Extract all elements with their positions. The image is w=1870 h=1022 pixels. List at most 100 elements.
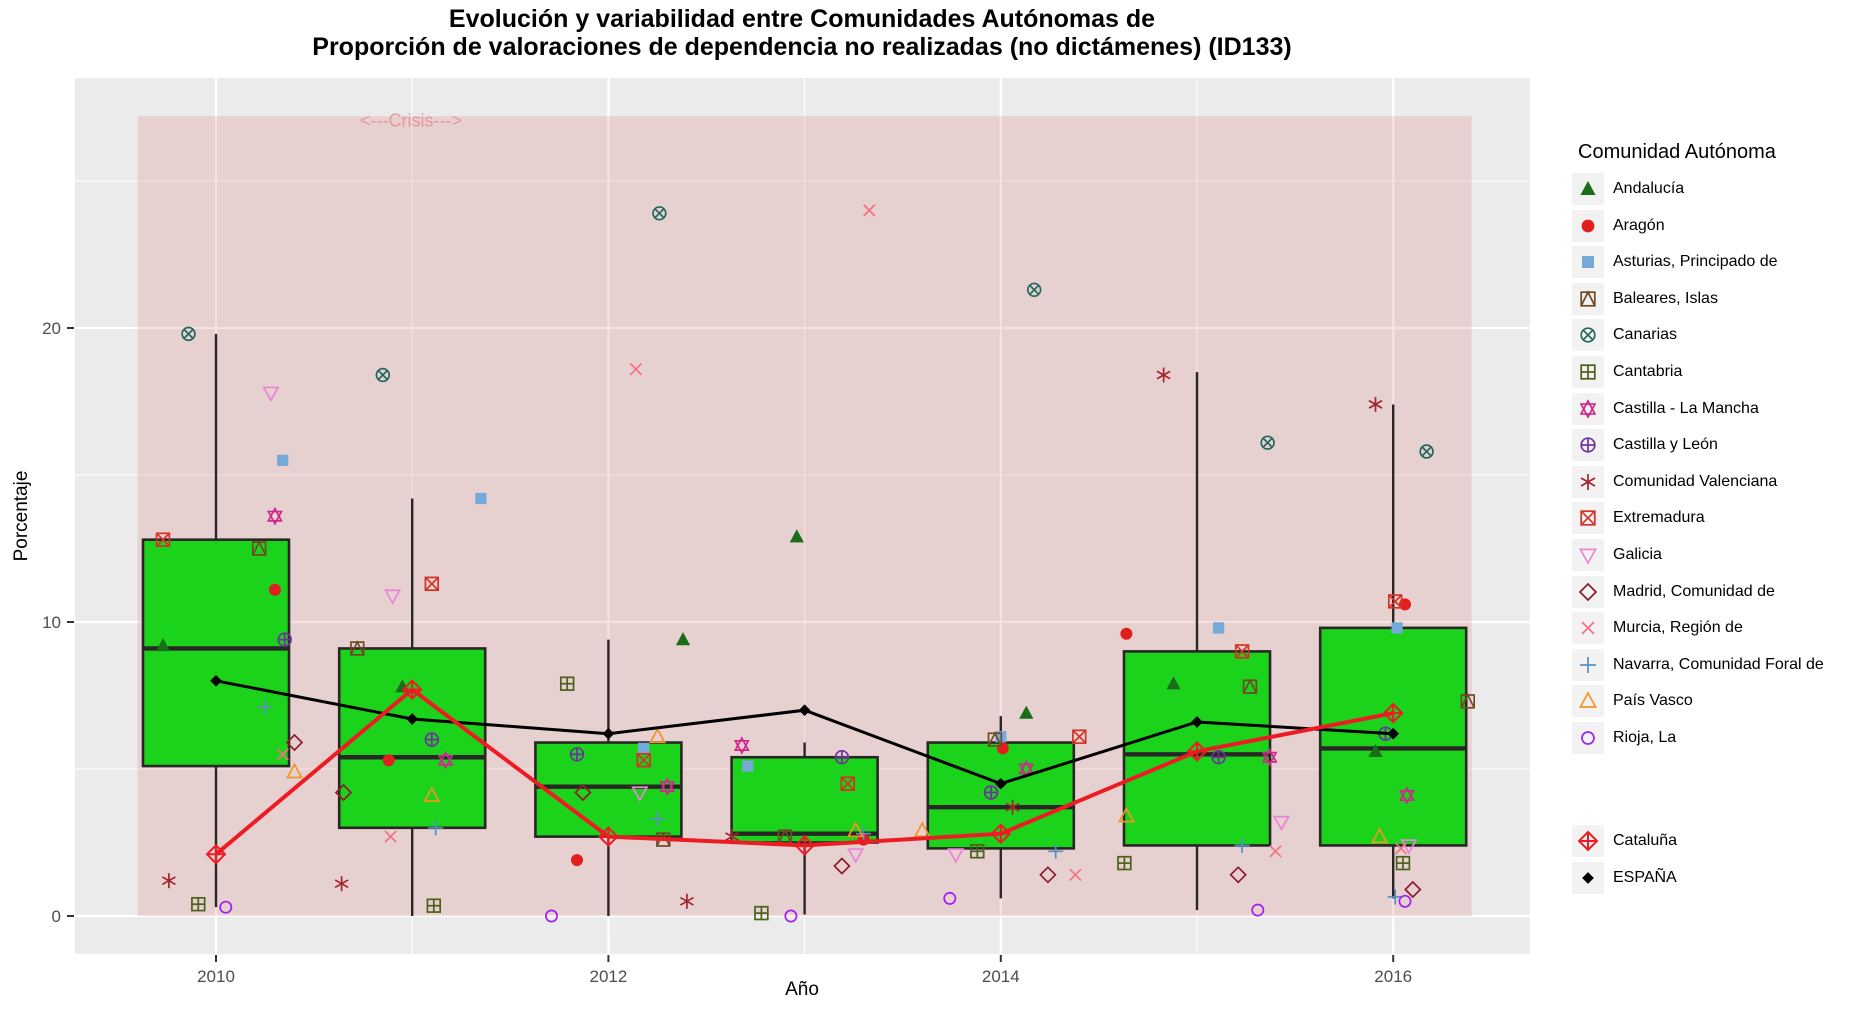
point-navarra — [856, 826, 871, 842]
legend-label-cantabria: Cantabria — [1613, 362, 1683, 380]
point-extremadura — [1234, 644, 1250, 659]
point-pais_vasco — [913, 821, 931, 838]
legend-key-aragon — [1572, 209, 1604, 242]
legend-item-madrid: Madrid, Comunidad de — [1572, 575, 1824, 608]
point-extremadura — [636, 752, 651, 768]
circle-filled-icon — [1581, 219, 1595, 232]
legend-communities: Andalucía Aragón Asturias, Principado de Ba… — [1572, 173, 1824, 759]
point-murcia — [384, 830, 397, 843]
legend-item-andalucia: Andalucía — [1572, 173, 1824, 205]
point-galicia — [262, 386, 280, 402]
legend-key-extremadura — [1572, 502, 1604, 535]
legend-label-castilla_leon: Castilla y León — [1613, 436, 1718, 454]
scatter-valenciana — [161, 367, 1383, 909]
point-canarias — [652, 206, 667, 221]
legend-label-asturias: Asturias, Principado de — [1613, 253, 1778, 271]
legend-item-murcia: Murcia, Región de — [1572, 612, 1824, 645]
scatter-extremadura — [155, 532, 1403, 791]
legend-item-baleares: Baleares, Islas — [1572, 282, 1824, 315]
legend-key-galicia — [1572, 538, 1604, 571]
diamond-plus-icon — [1577, 830, 1599, 852]
point-navarra — [428, 820, 444, 836]
scatter-madrid — [285, 733, 1422, 899]
point-asturias — [475, 492, 487, 505]
scatter-galicia — [262, 386, 1418, 864]
line-marker-cataluna — [990, 823, 1012, 845]
legend-label-canarias: Canarias — [1613, 326, 1678, 344]
triangle-filled-icon — [1580, 181, 1596, 195]
point-galicia — [847, 848, 865, 864]
scatter-cantabria — [191, 676, 1411, 921]
legend-item-extremadura: Extremadura — [1572, 502, 1824, 535]
point-madrid — [285, 733, 304, 752]
boxplot-2011 — [337, 498, 487, 916]
point-pais_vasco — [847, 821, 865, 838]
legend-item-aragon: Aragón — [1572, 209, 1824, 242]
line-marker-cataluna — [205, 843, 227, 865]
point-galicia — [631, 786, 649, 802]
boxplot-2012 — [534, 639, 683, 916]
chart-title: Evolución y variabilidad entre Comunidad… — [0, 5, 1604, 61]
legend-item-espana: ESPAÑA — [1572, 861, 1677, 894]
point-madrid — [334, 783, 353, 802]
point-asturias — [638, 742, 650, 755]
square-x-icon — [1580, 510, 1596, 526]
legend-label-navarra: Navarra, Comunidad Foral de — [1613, 655, 1824, 673]
triangle-down-open-icon — [1578, 548, 1598, 565]
point-navarra — [257, 699, 273, 715]
legend-label-pais_vasco: País Vasco — [1613, 692, 1693, 710]
legend-item-castilla_leon: Castilla y León — [1572, 429, 1824, 462]
point-andalucia — [789, 529, 804, 543]
x-tick-label: 2010 — [197, 967, 235, 986]
point-canarias — [1260, 435, 1275, 450]
legend-item-valenciana: Comunidad Valenciana — [1572, 465, 1824, 498]
chart-title-line2: Proporción de valoraciones de dependenci… — [312, 33, 1292, 61]
point-aragon — [996, 742, 1009, 755]
point-castilla_leon — [569, 747, 585, 762]
point-extremadura — [840, 776, 856, 791]
point-madrid — [574, 783, 592, 802]
point-cantabria — [426, 898, 442, 913]
point-castilla_mancha — [1261, 747, 1278, 767]
x-cross-icon — [1581, 621, 1595, 635]
point-castilla_leon — [1211, 749, 1226, 765]
circle-x-icon — [1580, 327, 1596, 344]
point-valenciana — [679, 893, 694, 909]
point-baleares — [1242, 678, 1258, 694]
legend-key-valenciana — [1572, 465, 1604, 498]
legend-key-navarra — [1572, 648, 1604, 681]
x-axis-title: Año — [785, 979, 819, 1000]
point-asturias — [1391, 622, 1403, 634]
legend-label-madrid: Madrid, Comunidad de — [1613, 582, 1775, 600]
legend-item-asturias: Asturias, Principado de — [1572, 246, 1824, 279]
legend-item-canarias: Canarias — [1572, 319, 1824, 352]
square-filled-icon — [1582, 256, 1594, 269]
point-cantabria — [754, 905, 769, 921]
legend-key-rioja — [1572, 721, 1604, 754]
legend-item-galicia: Galicia — [1572, 538, 1824, 571]
point-navarra — [1048, 843, 1064, 859]
legend-label-murcia: Murcia, Región de — [1613, 619, 1743, 637]
diamond-filled-icon — [1582, 871, 1594, 884]
legend-title: Comunidad Autónoma — [1578, 141, 1776, 163]
scatter-rioja — [219, 891, 1412, 923]
point-rioja — [784, 909, 798, 923]
point-aragon — [268, 583, 281, 596]
x-tick-label: 2016 — [1374, 967, 1412, 986]
legend-key-pais_vasco — [1572, 685, 1604, 718]
point-canarias — [181, 326, 196, 342]
point-pais_vasco — [1370, 827, 1389, 844]
square-triangle-icon — [1580, 290, 1596, 307]
point-castilla_mancha — [437, 750, 454, 770]
point-navarra — [650, 811, 665, 827]
point-castilla_mancha — [266, 506, 283, 526]
triangles-updown-icon — [1579, 398, 1597, 419]
legend-label-rioja: Rioja, La — [1613, 728, 1677, 746]
point-navarra — [1387, 889, 1403, 905]
line-marker-espana — [994, 777, 1007, 790]
point-valenciana — [1368, 396, 1383, 412]
legend-key-murcia — [1572, 612, 1604, 645]
line-marker-espana — [602, 727, 615, 740]
legend-label-aragon: Aragón — [1613, 216, 1665, 234]
